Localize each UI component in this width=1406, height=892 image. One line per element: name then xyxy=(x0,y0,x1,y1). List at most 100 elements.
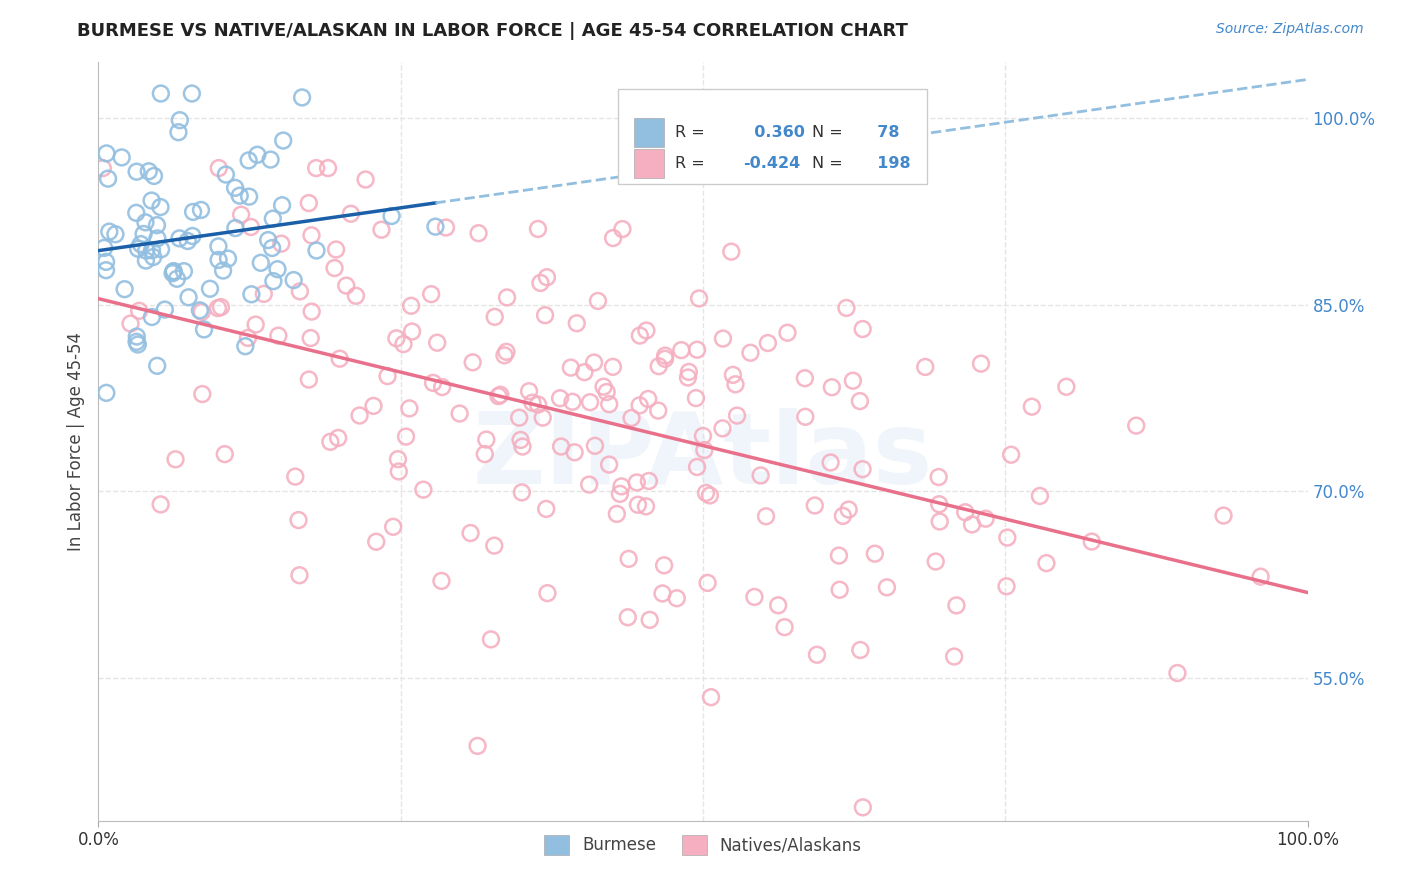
Point xyxy=(628,398,651,412)
Text: 78: 78 xyxy=(866,126,900,140)
Point xyxy=(257,233,280,247)
Point xyxy=(527,398,550,412)
Point xyxy=(849,394,872,409)
Point xyxy=(316,161,339,175)
Point xyxy=(177,290,200,304)
Point xyxy=(271,198,294,212)
Point xyxy=(233,339,256,353)
Point xyxy=(146,359,169,373)
Point xyxy=(288,568,311,582)
Point xyxy=(180,87,202,101)
Point xyxy=(395,429,418,443)
Point xyxy=(238,153,260,168)
Point xyxy=(246,147,269,161)
Point xyxy=(724,377,747,392)
Point xyxy=(914,359,936,374)
Point xyxy=(776,326,799,340)
Point xyxy=(828,582,851,597)
Point xyxy=(828,549,851,563)
Point xyxy=(181,229,204,244)
Point xyxy=(165,452,187,467)
Point xyxy=(610,479,633,493)
Point xyxy=(259,153,281,167)
Point xyxy=(602,231,624,245)
Point xyxy=(495,344,517,359)
Point xyxy=(142,250,165,264)
Point xyxy=(141,194,163,208)
Point xyxy=(128,303,150,318)
Point xyxy=(636,324,658,338)
Point xyxy=(98,225,121,239)
Point xyxy=(851,462,873,476)
Point xyxy=(494,348,516,362)
Point xyxy=(531,410,554,425)
Point xyxy=(354,172,377,186)
Point xyxy=(288,285,311,299)
Point xyxy=(127,337,149,351)
Point xyxy=(725,409,748,423)
Legend: Burmese, Natives/Alaskans: Burmese, Natives/Alaskans xyxy=(537,828,869,862)
Point xyxy=(686,460,709,475)
Point xyxy=(262,241,284,255)
Point xyxy=(198,282,221,296)
Point xyxy=(688,292,710,306)
Point xyxy=(217,252,239,266)
Point xyxy=(224,221,246,235)
Point xyxy=(434,220,457,235)
Point xyxy=(207,239,229,253)
Point xyxy=(508,410,530,425)
Point xyxy=(849,643,872,657)
Point xyxy=(270,236,292,251)
Point xyxy=(162,266,184,280)
Point xyxy=(548,391,571,405)
Text: ZIPAtlas: ZIPAtlas xyxy=(472,409,934,505)
Point xyxy=(325,243,347,257)
Point xyxy=(832,508,855,523)
Point xyxy=(598,458,620,472)
Point xyxy=(721,368,744,382)
FancyBboxPatch shape xyxy=(619,89,927,184)
Point xyxy=(135,244,157,258)
Point xyxy=(693,443,716,458)
Point xyxy=(283,273,305,287)
Point xyxy=(527,222,550,236)
Point xyxy=(583,355,606,369)
Point xyxy=(146,218,169,232)
Point xyxy=(928,470,950,484)
Y-axis label: In Labor Force | Age 45-54: In Labor Force | Age 45-54 xyxy=(66,332,84,551)
Point xyxy=(262,211,284,226)
Point xyxy=(135,253,157,268)
Point xyxy=(617,552,640,566)
Point xyxy=(586,293,609,308)
Point xyxy=(1029,489,1052,503)
Point xyxy=(138,164,160,178)
Point xyxy=(686,343,709,357)
Point xyxy=(253,286,276,301)
Point xyxy=(1081,534,1104,549)
Point xyxy=(602,359,624,374)
Point xyxy=(583,439,606,453)
Point xyxy=(132,227,155,241)
Point xyxy=(291,90,314,104)
Point xyxy=(1000,448,1022,462)
Point xyxy=(755,509,778,524)
Point xyxy=(207,252,229,267)
Point xyxy=(127,242,149,256)
Point xyxy=(534,308,557,322)
Point xyxy=(181,205,204,219)
Point xyxy=(821,380,844,394)
Point xyxy=(385,331,408,345)
Point xyxy=(249,256,271,270)
Point xyxy=(512,440,534,454)
Point xyxy=(842,374,865,388)
Point xyxy=(301,228,323,243)
Point xyxy=(299,331,322,345)
Point xyxy=(212,263,235,277)
Point xyxy=(536,586,558,600)
Point xyxy=(392,337,415,351)
Point xyxy=(676,370,699,384)
Text: 198: 198 xyxy=(866,156,911,171)
Point xyxy=(430,574,453,588)
Point xyxy=(928,515,950,529)
Point xyxy=(96,146,118,161)
